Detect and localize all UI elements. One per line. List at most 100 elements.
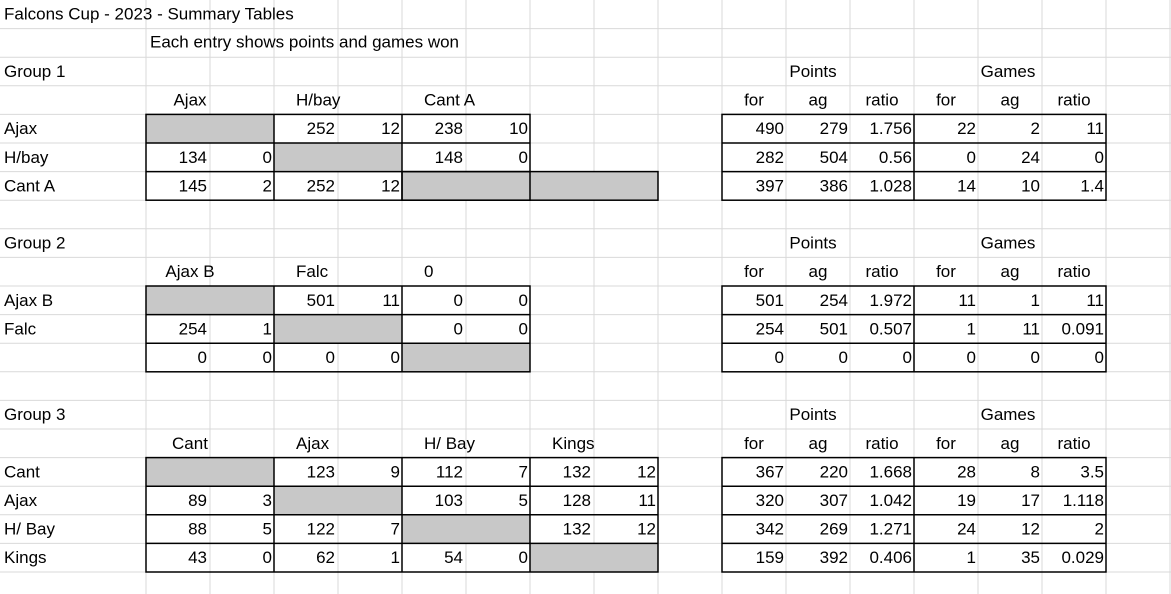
summary-value: 12 [1021, 520, 1040, 539]
points-value: 252 [307, 119, 335, 138]
points-value: 54 [444, 548, 463, 567]
games-value: 12 [637, 462, 656, 481]
games-header: Games [981, 62, 1036, 81]
summary-value: 19 [957, 491, 976, 510]
games-value: 12 [381, 119, 400, 138]
summary-value: 269 [820, 520, 848, 539]
points-value: 89 [188, 491, 207, 510]
summary-value: 501 [820, 319, 848, 338]
column-header: Ajax [296, 434, 330, 453]
games-value: 2 [263, 176, 272, 195]
summary-value: 3.5 [1080, 462, 1104, 481]
row-name: Ajax B [4, 291, 53, 310]
games-value: 0 [391, 348, 400, 367]
self-cell [274, 314, 402, 344]
summary-value: 0 [967, 148, 976, 167]
summary-value: 279 [820, 119, 848, 138]
games-value: 3 [263, 491, 272, 510]
summary-column-header: for [936, 434, 956, 453]
summary-value: 11 [1022, 319, 1040, 338]
summary-value: 0.091 [1061, 319, 1104, 338]
games-value: 5 [263, 520, 272, 539]
games-value: 7 [391, 520, 400, 539]
summary-value: 0 [775, 348, 784, 367]
row-name: Kings [4, 548, 47, 567]
points-value: 134 [179, 148, 207, 167]
summary-value: 0.406 [869, 548, 912, 567]
games-header: Games [981, 405, 1036, 424]
summary-value: 22 [957, 119, 976, 138]
summary-value: 342 [756, 520, 784, 539]
games-value: 11 [638, 491, 656, 510]
summary-value: 1.4 [1080, 176, 1104, 195]
points-value: 0 [326, 348, 335, 367]
summary-value: 367 [756, 462, 784, 481]
summary-value: 28 [957, 462, 976, 481]
points-value: 112 [436, 462, 463, 481]
summary-column-header: ag [1001, 91, 1020, 110]
games-value: 0 [263, 548, 272, 567]
summary-value: 397 [756, 176, 784, 195]
games-value: 1 [391, 548, 400, 567]
summary-value: 17 [1021, 491, 1040, 510]
summary-value: 1.118 [1063, 491, 1104, 510]
summary-value: 490 [756, 119, 784, 138]
column-header: H/ Bay [424, 434, 476, 453]
results-table-border [145, 113, 531, 201]
self-cell [146, 286, 274, 315]
results-table-border [145, 285, 531, 373]
self-cell [146, 457, 274, 487]
sheet-title: Falcons Cup - 2023 - Summary Tables [4, 4, 294, 23]
summary-value: 0.56 [879, 148, 912, 167]
summary-value: 14 [957, 176, 976, 195]
column-header: Cant A [424, 91, 476, 110]
summary-column-header: for [744, 262, 764, 281]
games-value: 10 [509, 119, 528, 138]
summary-value: 0 [903, 348, 912, 367]
games-value: 0 [519, 319, 528, 338]
summary-value: 386 [820, 176, 848, 195]
row-name: Cant A [4, 176, 56, 195]
summary-value: 1.972 [869, 291, 912, 310]
summary-column-header: ag [809, 262, 828, 281]
games-value: 0 [263, 148, 272, 167]
summary-value: 0 [1095, 348, 1104, 367]
summary-column-header: for [936, 91, 956, 110]
summary-value: 307 [820, 491, 848, 510]
summary-value: 501 [756, 291, 784, 310]
self-cell [402, 343, 530, 372]
summary-value: 159 [756, 548, 784, 567]
summary-column-header: for [744, 434, 764, 453]
summary-value: 0 [967, 348, 976, 367]
summary-value: 35 [1021, 548, 1040, 567]
summary-value: 11 [1086, 291, 1104, 310]
games-value: 0 [263, 348, 272, 367]
summary-column-header: ag [809, 91, 828, 110]
games-value: 9 [391, 462, 400, 481]
summary-value: 1 [1031, 291, 1040, 310]
sheet-content: Falcons Cup - 2023 - Summary Tables Each… [4, 4, 1107, 573]
summary-value: 0.029 [1061, 548, 1104, 567]
row-name: Cant [4, 462, 40, 481]
summary-column-header: ratio [1057, 91, 1090, 110]
points-value: 501 [307, 291, 335, 310]
games-value: 0 [519, 291, 528, 310]
summary-value: 11 [1086, 119, 1104, 138]
summary-value: 220 [820, 462, 848, 481]
games-value: 12 [381, 176, 400, 195]
points-value: 88 [188, 520, 207, 539]
points-value: 238 [435, 119, 463, 138]
summary-column-header: ag [1001, 434, 1020, 453]
points-value: 252 [307, 176, 335, 195]
column-header: 0 [424, 262, 433, 281]
points-value: 103 [435, 491, 463, 510]
points-value: 145 [179, 176, 207, 195]
summary-column-header: ratio [1057, 434, 1090, 453]
summary-column-header: ratio [865, 262, 898, 281]
row-name: Falc [4, 319, 37, 338]
summary-column-header: ag [1001, 262, 1020, 281]
self-cell [274, 143, 402, 172]
row-name: H/bay [4, 148, 49, 167]
games-value: 5 [519, 491, 528, 510]
